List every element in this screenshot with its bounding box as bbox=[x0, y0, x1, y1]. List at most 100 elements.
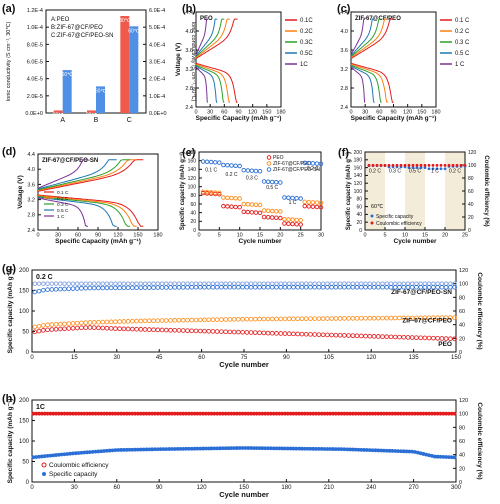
charge-curve bbox=[350, 18, 375, 57]
x-tick-label: 30 bbox=[318, 233, 324, 239]
data-point bbox=[363, 333, 368, 339]
x-tick-label: 15 bbox=[71, 355, 78, 361]
x-tick-label: 180 bbox=[431, 110, 440, 116]
data-point bbox=[49, 322, 55, 327]
data-point bbox=[66, 286, 72, 292]
data-point bbox=[431, 167, 435, 171]
data-point bbox=[265, 316, 271, 322]
data-point bbox=[392, 334, 398, 340]
ce-point bbox=[155, 411, 160, 416]
data-point bbox=[285, 446, 290, 451]
y-tick-label: 3.2 bbox=[185, 67, 193, 73]
ce-point bbox=[185, 281, 190, 286]
plot-frame bbox=[37, 153, 159, 231]
data-point bbox=[269, 316, 275, 322]
data-point bbox=[159, 327, 165, 333]
data-point bbox=[274, 209, 279, 214]
x-tick-label: 210 bbox=[324, 485, 335, 491]
inset-title: 60℃ bbox=[371, 204, 384, 210]
data-point bbox=[415, 163, 419, 167]
data-point bbox=[278, 331, 284, 336]
discharge-curve bbox=[37, 195, 137, 227]
data-point bbox=[113, 448, 118, 453]
legend-entry: 0.1 C bbox=[455, 18, 470, 24]
data-point bbox=[443, 315, 449, 320]
data-point bbox=[237, 446, 242, 450]
ce-point bbox=[277, 411, 282, 416]
x-tick-label: 5 bbox=[218, 233, 221, 239]
discharge-curve bbox=[350, 62, 394, 103]
ce-point bbox=[168, 281, 173, 286]
data-point bbox=[74, 325, 80, 331]
data-point bbox=[426, 335, 432, 341]
ce-point bbox=[66, 281, 71, 286]
data-point bbox=[286, 284, 292, 290]
ce-point bbox=[124, 411, 129, 416]
data-point bbox=[320, 316, 326, 321]
data-point bbox=[329, 332, 334, 338]
data-point bbox=[32, 329, 38, 335]
y-tick-label: 150 bbox=[19, 419, 30, 425]
data-point bbox=[455, 163, 459, 167]
data-point bbox=[206, 317, 211, 323]
legend-entry: 0.3 C bbox=[57, 202, 69, 208]
data-point bbox=[153, 447, 157, 452]
data-point bbox=[163, 285, 169, 290]
data-point bbox=[291, 284, 296, 290]
ce-point bbox=[311, 411, 316, 416]
data-point bbox=[342, 284, 347, 290]
data-point bbox=[164, 447, 169, 451]
y-tick-label: 40 bbox=[190, 210, 196, 216]
data-point bbox=[248, 316, 254, 322]
ce-point bbox=[49, 281, 54, 286]
data-point bbox=[261, 330, 267, 336]
data-point bbox=[310, 161, 316, 166]
data-point bbox=[65, 452, 70, 456]
data-point bbox=[221, 195, 226, 200]
data-point bbox=[241, 167, 246, 173]
ce-point bbox=[192, 411, 197, 416]
panel-a: (a) 0.0E+0 2.0E-5 4.0E-5 6.0E-5 8.0E-5 1.0E-4 1… bbox=[2, 3, 196, 124]
data-point bbox=[346, 333, 351, 338]
y-tick-label: 4.0 bbox=[340, 29, 348, 35]
rate-band bbox=[365, 152, 385, 230]
ce-point bbox=[119, 411, 123, 416]
data-point bbox=[286, 195, 291, 201]
data-point bbox=[41, 323, 46, 328]
data-point bbox=[333, 332, 339, 338]
data-point bbox=[231, 317, 237, 322]
data-point bbox=[387, 448, 392, 453]
ce-point bbox=[189, 411, 194, 416]
data-point bbox=[367, 333, 373, 339]
data-point bbox=[53, 322, 59, 327]
data-point bbox=[59, 452, 64, 457]
y-tick-label: 80 bbox=[190, 193, 196, 199]
data-point bbox=[269, 208, 275, 214]
data-point bbox=[415, 166, 419, 170]
data-point bbox=[308, 446, 313, 451]
data-point bbox=[274, 331, 279, 336]
data-point bbox=[172, 447, 177, 451]
data-point bbox=[422, 335, 428, 341]
inset-title: 1C bbox=[36, 404, 45, 411]
data-point bbox=[283, 446, 287, 451]
data-point bbox=[423, 163, 427, 167]
data-point bbox=[422, 315, 428, 321]
data-point bbox=[299, 316, 305, 322]
y-tick-label: 0 bbox=[26, 480, 30, 486]
panel-h: (h)0 30 60 90 120 150 180 210 240 270 300050100150… bbox=[2, 393, 483, 499]
y-tick-label-right: 2.0E-4 bbox=[149, 77, 165, 83]
data-point bbox=[274, 446, 279, 451]
ce-point bbox=[356, 411, 361, 416]
data-point bbox=[306, 160, 312, 166]
data-point bbox=[302, 203, 307, 209]
ce-point bbox=[447, 411, 451, 416]
y-tick-label-right: 100 bbox=[468, 163, 477, 169]
data-point bbox=[229, 195, 234, 201]
ce-point bbox=[353, 411, 358, 416]
data-point bbox=[172, 285, 178, 290]
data-point bbox=[121, 447, 126, 452]
legend-entry: 0.2C bbox=[300, 29, 313, 35]
y-tick-label-right: 80 bbox=[468, 176, 474, 182]
data-point bbox=[204, 159, 210, 165]
